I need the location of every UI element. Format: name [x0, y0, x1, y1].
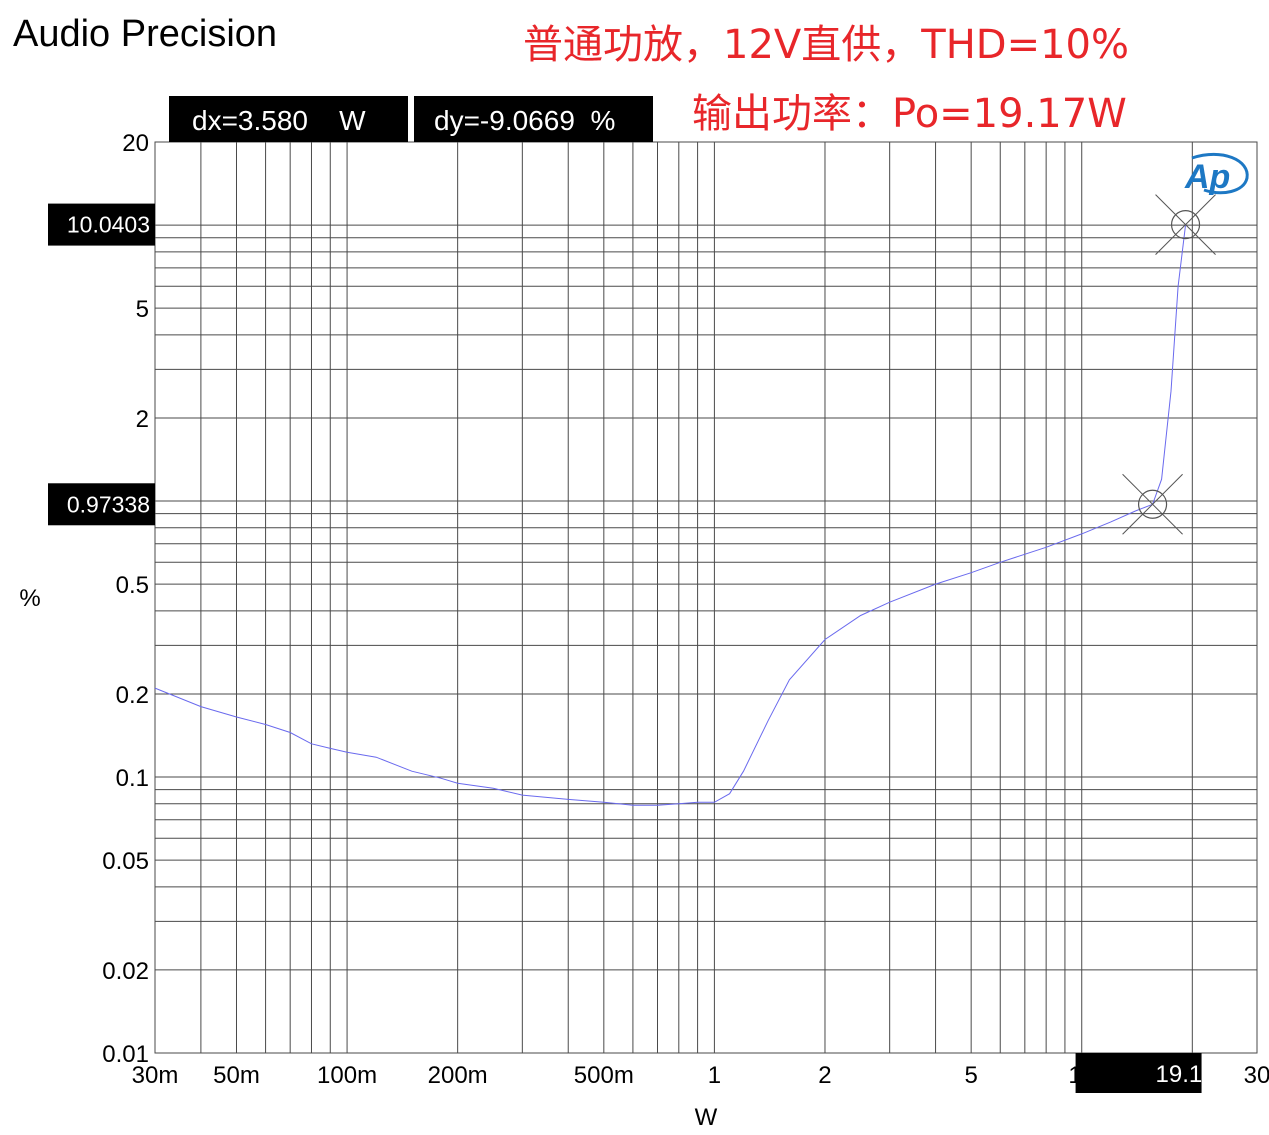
brand-title: Audio Precision [13, 13, 277, 55]
y-cursor-label-text: 10.0403 [67, 212, 150, 238]
ap-logo-text: Ap [1184, 158, 1230, 196]
y-axis-label: % [19, 585, 40, 612]
x-tick-label: 30 [1244, 1062, 1269, 1089]
cursor-circle [1137, 489, 1168, 519]
y-cursor-label-box [48, 483, 155, 526]
plot-frame [154, 141, 1258, 1054]
dx-readout-text: dx=3.580 W [192, 105, 366, 136]
cursor-circle [1170, 209, 1201, 240]
dy-readout-box [414, 96, 653, 142]
y-tick-label: 2 [136, 406, 149, 433]
x-tick-label: 1 [708, 1062, 721, 1089]
y-cursor-label-box [48, 203, 155, 246]
x-tick-label: 100m [317, 1062, 377, 1089]
cursor-markers [1122, 194, 1216, 535]
dy-readout-text: dy=-9.0669 % [434, 105, 615, 136]
y-tick-label: 0.05 [102, 848, 149, 875]
x-tick-labels: 30m50m100m200m500m1251030 [132, 1062, 1269, 1089]
x-axis-label: W [695, 1104, 718, 1131]
x-tick-label: 30m [132, 1062, 179, 1089]
ap-logo-swoosh [1191, 152, 1249, 195]
ap-logo-icon: Ap [1184, 152, 1249, 196]
cursor-marker-icon [1122, 473, 1183, 535]
x-tick-label: 50m [213, 1062, 260, 1089]
dx-readout: dx=3.580 W [169, 96, 408, 142]
y-tick-label: 20 [122, 130, 149, 157]
x-cursor-label-text: 19.17 [1156, 1061, 1216, 1088]
x-tick-label: 5 [964, 1062, 977, 1089]
cursor-cross [1155, 194, 1216, 255]
y-cursor-label-text: 0.97338 [67, 491, 150, 517]
y-tick-label: 5 [136, 296, 149, 323]
dy-readout: dy=-9.0669 % [414, 96, 653, 142]
y-cursor-label: 0.97338 [48, 483, 155, 526]
x-tick-label: 2 [818, 1062, 831, 1089]
cursor-marker-icon [1155, 194, 1216, 255]
y-tick-label: 0.1 [116, 765, 149, 792]
dx-readout-box [169, 96, 408, 142]
y-tick-label: 0.01 [102, 1041, 149, 1068]
annotation-line-1: 普通功放，12V直供，THD=10% [523, 22, 1129, 68]
x-tick-label: 200m [428, 1062, 488, 1089]
x-cursor-label-box [1108, 1053, 1202, 1093]
cursor-cross [1122, 473, 1183, 535]
y-tick-label: 0.5 [116, 572, 149, 599]
plot-grid [154, 141, 1258, 1054]
x-tick-label: 500m [574, 1062, 634, 1089]
annotation-line-2: 输出功率：Po=19.17W [692, 91, 1127, 137]
x-cursor-label: 19.17 [1108, 1053, 1216, 1093]
y-tick-label: 0.2 [116, 682, 149, 709]
y-cursor-label: 10.0403 [48, 203, 155, 246]
thd-trace-line [154, 224, 1187, 806]
y-tick-label: 0.02 [102, 958, 149, 985]
y-tick-labels: 0.01 0.02 0.05 0.1 0.2 0.5 2 5 20 [102, 130, 149, 1068]
